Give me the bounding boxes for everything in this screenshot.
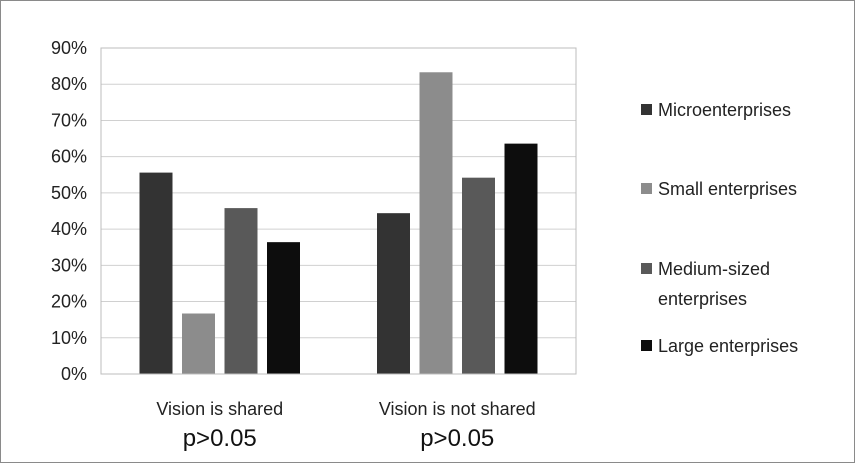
legend: Microenterprises Small enterprises Medium-… xyxy=(641,100,798,356)
y-tick-label: 20% xyxy=(51,292,87,312)
y-tick-label: 70% xyxy=(51,110,87,130)
significance-label: p>0.05 xyxy=(420,425,494,452)
bar xyxy=(377,213,410,374)
y-axis-ticks: 0% 10% 20% 30% 40% 50% 60% 70% 80% 90% xyxy=(51,38,87,384)
axes xyxy=(100,47,577,375)
bar xyxy=(139,172,173,374)
legend-label: Medium-sized enterprises xyxy=(658,259,770,309)
y-tick-label: 90% xyxy=(51,38,87,58)
y-tick-label: 50% xyxy=(51,183,87,203)
bar xyxy=(267,242,300,374)
legend-swatch xyxy=(641,104,652,115)
y-tick-label: 30% xyxy=(51,255,87,275)
legend-label: Small enterprises xyxy=(658,179,797,199)
x-category-label: Vision is not shared xyxy=(379,399,536,419)
y-tick-label: 40% xyxy=(51,219,87,239)
y-tick-label: 60% xyxy=(51,147,87,167)
significance-label: p>0.05 xyxy=(183,425,257,452)
bar xyxy=(224,208,258,374)
x-axis-categories: Vision is shared p>0.05 Vision is not shar… xyxy=(156,399,535,452)
bar xyxy=(504,143,538,374)
x-category-label: Vision is shared xyxy=(156,399,283,419)
y-tick-label: 0% xyxy=(61,364,87,384)
bars xyxy=(139,72,538,374)
y-tick-label: 80% xyxy=(51,74,87,94)
bar xyxy=(419,72,453,374)
legend-swatch xyxy=(641,263,652,274)
legend-swatch xyxy=(641,183,652,194)
bar xyxy=(182,313,215,374)
bar xyxy=(462,177,495,374)
legend-swatch xyxy=(641,340,652,351)
y-tick-label: 10% xyxy=(51,328,87,348)
legend-label: Microenterprises xyxy=(658,100,791,120)
legend-label: Large enterprises xyxy=(658,336,798,356)
